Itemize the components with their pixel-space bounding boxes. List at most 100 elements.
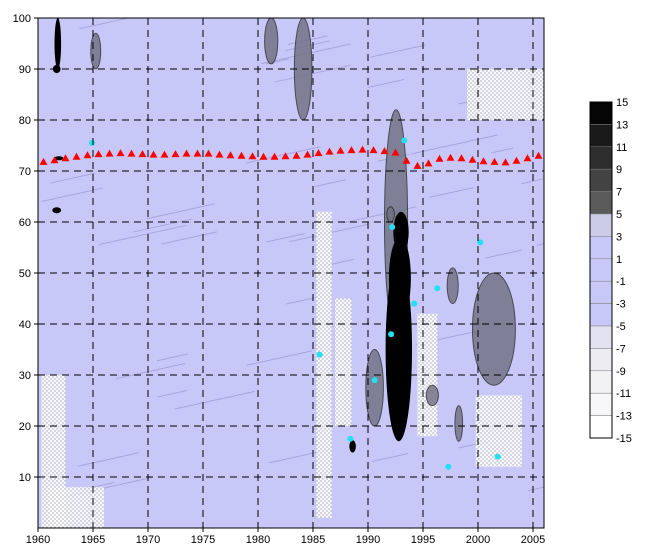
colorbar-label: -11 bbox=[616, 388, 631, 400]
triangle-marker bbox=[380, 147, 389, 155]
triangle-marker bbox=[127, 149, 136, 157]
colorbar-swatch bbox=[589, 415, 613, 439]
y-tick-label: 70 bbox=[19, 166, 31, 178]
colorbar-swatch bbox=[589, 146, 613, 170]
maximum-contour bbox=[349, 440, 356, 453]
triangle-marker bbox=[534, 151, 543, 159]
triangle-marker bbox=[424, 159, 433, 167]
high-value-contour bbox=[446, 267, 459, 305]
colorbar-label: 1 bbox=[616, 254, 622, 266]
triangle-marker bbox=[83, 151, 92, 159]
x-tick-label: 1975 bbox=[191, 534, 215, 546]
y-tick-label: 50 bbox=[19, 268, 31, 280]
triangle-marker bbox=[347, 146, 356, 154]
triangle-marker bbox=[446, 153, 455, 161]
cyan-spot bbox=[347, 435, 354, 442]
grid-lines bbox=[38, 18, 544, 528]
triangle-marker bbox=[94, 150, 103, 158]
triangle-marker bbox=[413, 161, 422, 169]
triangle-marker bbox=[369, 146, 378, 154]
y-tick-label: 40 bbox=[19, 319, 31, 331]
texture-streak bbox=[372, 453, 409, 462]
triangle-marker bbox=[479, 157, 488, 165]
triangle-marker bbox=[523, 154, 532, 162]
texture-streak bbox=[368, 79, 405, 88]
texture-streak bbox=[146, 203, 215, 220]
texture-streak bbox=[133, 218, 193, 233]
high-value-contour bbox=[454, 405, 464, 442]
colorbar-label: -7 bbox=[616, 343, 626, 355]
triangle-marker bbox=[149, 150, 158, 158]
y-tick-label: 100 bbox=[13, 13, 31, 25]
y-axis: 10 20 30 40 50 60 70 80 90 100 bbox=[13, 13, 38, 484]
colorbar-label: -5 bbox=[616, 321, 626, 333]
triangle-marker bbox=[105, 149, 114, 157]
triangle-marker bbox=[204, 149, 213, 157]
maximum-contour bbox=[52, 207, 62, 214]
low-value-region bbox=[335, 298, 352, 426]
colorbar-label: 11 bbox=[616, 142, 627, 154]
triangle-marker bbox=[303, 150, 312, 158]
high-value-contour bbox=[425, 384, 439, 407]
colorbar-frame bbox=[589, 101, 613, 439]
triangle-marker bbox=[248, 152, 257, 160]
texture-streak bbox=[428, 187, 474, 198]
colorbar-label: -3 bbox=[616, 299, 626, 311]
x-tick-label: 1970 bbox=[136, 534, 160, 546]
triangle-marker bbox=[39, 157, 48, 165]
texture-streak bbox=[314, 179, 346, 187]
colorbar-label: -1 bbox=[616, 276, 626, 288]
triangle-marker bbox=[226, 151, 235, 159]
triangle-marker bbox=[193, 149, 202, 157]
colorbar-swatch bbox=[589, 236, 613, 260]
colorbar-swatch bbox=[589, 348, 613, 372]
maximum-contour bbox=[54, 18, 62, 69]
colorbar-label: -15 bbox=[616, 433, 632, 445]
colorbar-legend: 15 13 11 9 7 5 3 1 -1 -3 -5 -7 -9 -11 -13 -15 bbox=[589, 97, 632, 445]
colorbar-swatch bbox=[589, 124, 613, 148]
texture-streak bbox=[157, 390, 188, 398]
colorbar-swatch bbox=[589, 303, 613, 327]
texture-streak bbox=[50, 172, 96, 184]
colorbar-swatch bbox=[589, 213, 613, 237]
triangle-marker bbox=[61, 154, 70, 162]
colorbar-label: -9 bbox=[616, 366, 626, 378]
triangle-marker bbox=[138, 150, 147, 158]
colorbar-swatch bbox=[589, 191, 613, 215]
x-tick-label: 1985 bbox=[301, 534, 325, 546]
cyan-spot bbox=[388, 331, 395, 338]
texture-streak bbox=[174, 390, 255, 410]
y-tick-label: 30 bbox=[19, 370, 31, 382]
colorbar-swatch bbox=[589, 280, 613, 304]
y-tick-label: 20 bbox=[19, 421, 31, 433]
triangle-marker bbox=[457, 154, 466, 162]
cyan-spot bbox=[88, 139, 95, 146]
triangle-marker bbox=[314, 149, 323, 157]
triangle-marker bbox=[281, 152, 290, 160]
cyan-spot bbox=[434, 285, 441, 292]
cyan-spot bbox=[445, 463, 452, 470]
texture-streak bbox=[527, 486, 544, 492]
triangle-marker bbox=[336, 146, 345, 154]
triangle-marker bbox=[270, 152, 279, 160]
triangle-marker bbox=[435, 154, 444, 162]
texture-streak bbox=[245, 146, 321, 164]
x-tick-label: 1990 bbox=[356, 534, 380, 546]
texture-streak bbox=[265, 233, 305, 243]
low-value-region bbox=[49, 487, 104, 528]
cyan-spot bbox=[477, 239, 484, 246]
triangle-marker bbox=[171, 150, 180, 158]
texture-streak bbox=[41, 187, 103, 202]
high-value-contour bbox=[90, 32, 102, 70]
colorbar-swatch bbox=[589, 258, 613, 282]
x-axis: 1960 1965 1970 1975 1980 1985 1990 1995 2000 2005 bbox=[26, 528, 545, 546]
texture-streak bbox=[98, 224, 187, 246]
triangle-marker bbox=[468, 155, 477, 163]
cyan-spot bbox=[371, 377, 378, 384]
cyan-spot bbox=[401, 137, 408, 144]
triangle-marker bbox=[402, 156, 411, 164]
maximum-contour bbox=[393, 211, 409, 253]
colorbar-label: -13 bbox=[616, 411, 632, 423]
high-value-contour bbox=[472, 272, 516, 386]
